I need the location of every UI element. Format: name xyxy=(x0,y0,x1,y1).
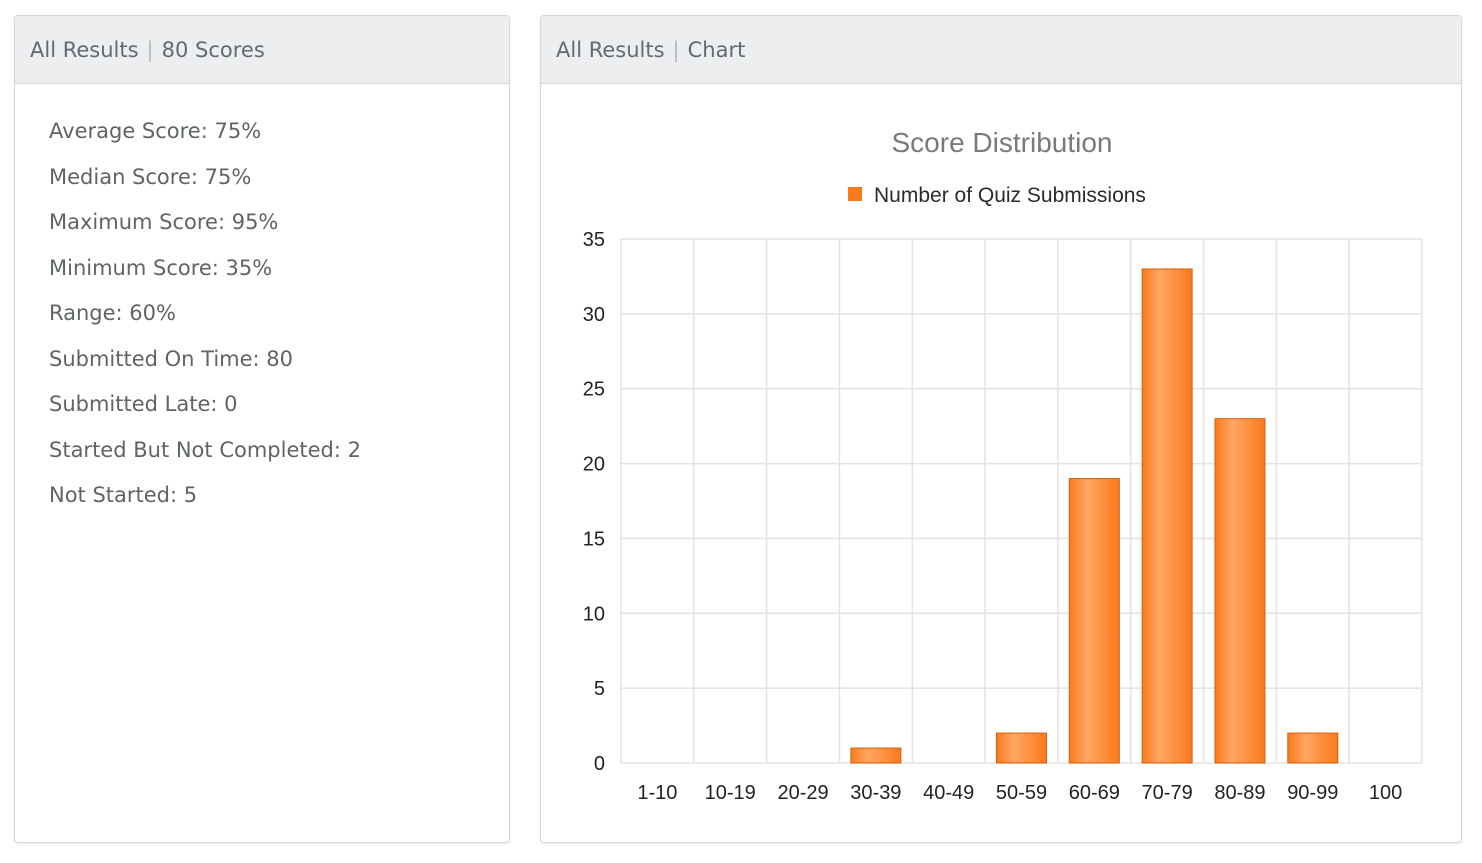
y-tick-label: 15 xyxy=(583,528,605,550)
x-tick-label: 90-99 xyxy=(1287,782,1338,804)
stats-panel-header: All Results | 80 Scores xyxy=(15,16,509,84)
bar-30-39[interactable] xyxy=(850,747,902,764)
y-tick-label: 30 xyxy=(583,304,605,326)
stat-submitted-late: Submitted Late: 0 xyxy=(49,392,238,416)
x-tick-label: 20-29 xyxy=(777,782,828,804)
stat-range: Range: 60% xyxy=(49,301,176,325)
stats-panel-title: All Results xyxy=(30,37,139,62)
chart-bars xyxy=(850,268,1339,764)
y-tick-label: 5 xyxy=(594,678,605,700)
x-tick-label: 40-49 xyxy=(923,782,974,804)
y-tick-label: 25 xyxy=(583,379,605,401)
chart-panel-header: All Results | Chart xyxy=(541,16,1461,84)
scores-count: 80 Scores xyxy=(161,37,265,62)
chart-title: Score Distribution xyxy=(892,127,1113,158)
legend-swatch xyxy=(848,187,862,201)
bar-50-59[interactable] xyxy=(996,732,1047,764)
x-tick-label: 100 xyxy=(1369,782,1402,804)
chart-grid xyxy=(620,238,1423,764)
y-tick-label: 10 xyxy=(583,603,605,625)
stat-average-score: Average Score: 75% xyxy=(49,119,262,143)
chart-panel-title: All Results xyxy=(556,37,665,62)
stat-not-started: Not Started: 5 xyxy=(49,483,198,507)
x-axis-ticks: 1-10 10-19 20-29 30-39 40-49 50-59 60-69 70-79 8… xyxy=(637,782,1402,804)
stat-minimum-score: Minimum Score: 35% xyxy=(49,255,273,280)
y-axis-ticks: 0 5 10 15 20 25 30 35 xyxy=(583,229,605,775)
chart-legend[interactable]: Number of Quiz Submissions xyxy=(848,184,1146,207)
stat-submitted-on-time: Submitted On Time: 80 xyxy=(49,346,294,371)
header-separator: | xyxy=(146,37,154,62)
stat-median-score: Median Score: 75% xyxy=(49,164,252,189)
stats-panel: All Results | 80 Scores Average Score: 7… xyxy=(14,15,510,843)
x-tick-label: 1-10 xyxy=(637,782,677,804)
y-tick-label: 20 xyxy=(583,454,605,476)
bar-60-69[interactable] xyxy=(1068,478,1120,764)
header-separator: | xyxy=(672,37,680,62)
y-tick-label: 0 xyxy=(594,753,605,775)
x-tick-label: 30-39 xyxy=(850,782,901,804)
legend-label: Number of Quiz Submissions xyxy=(874,184,1146,207)
stats-list: Average Score: 75% Median Score: 75% Max… xyxy=(15,84,509,519)
chart-panel-subtitle: Chart xyxy=(687,37,746,62)
bar-80-89[interactable] xyxy=(1214,418,1266,764)
x-tick-label: 60-69 xyxy=(1069,782,1120,804)
bar-90-99[interactable] xyxy=(1287,732,1339,764)
x-tick-label: 70-79 xyxy=(1142,782,1193,804)
bar-70-79[interactable] xyxy=(1141,268,1193,764)
chart-panel: All Results | Chart 0 5 10 15 20 25 30 35 1-10 1… xyxy=(540,15,1462,843)
x-tick-label: 50-59 xyxy=(996,782,1047,804)
stat-maximum-score: Maximum Score: 95% xyxy=(49,210,279,234)
score-distribution-chart: 0 5 10 15 20 25 30 35 1-10 10-19 20-29 30-39 40-49 5… xyxy=(583,127,1423,804)
y-tick-label: 35 xyxy=(583,229,605,251)
x-tick-label: 80-89 xyxy=(1214,782,1265,804)
x-tick-label: 10-19 xyxy=(705,782,756,804)
stat-started-not-completed: Started But Not Completed: 2 xyxy=(49,437,361,462)
